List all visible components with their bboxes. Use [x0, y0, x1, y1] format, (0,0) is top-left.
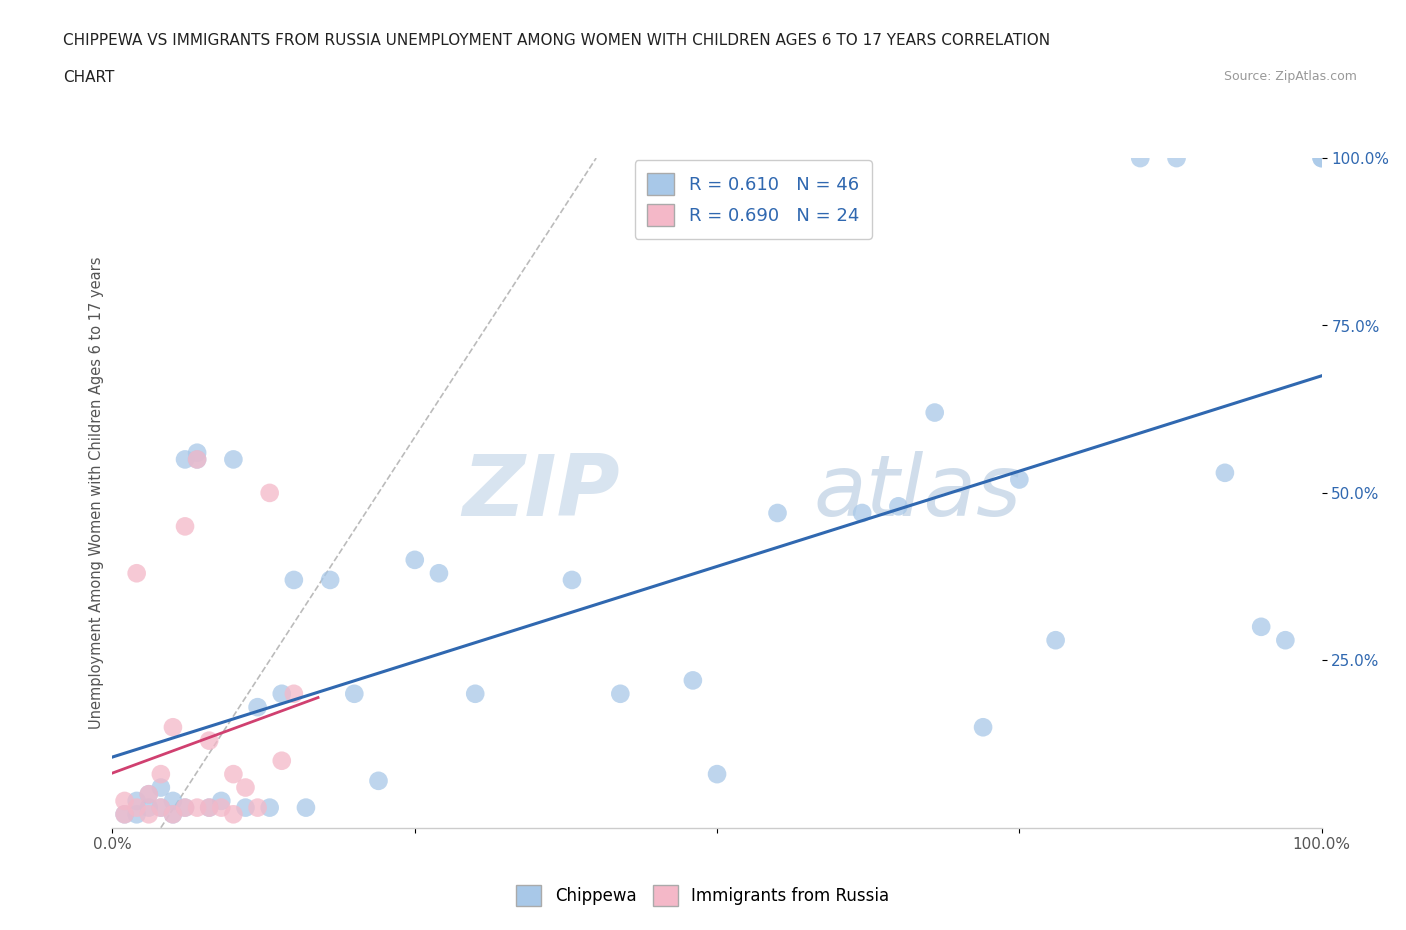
Point [209, 800, 232, 815]
Point [235, 800, 257, 815]
Point [186, 452, 208, 467]
Point [924, 405, 946, 420]
Point [198, 800, 221, 815]
Point [198, 800, 221, 815]
Point [149, 780, 172, 795]
Point [138, 807, 160, 822]
Point [246, 699, 269, 714]
Point [319, 573, 342, 588]
Point [138, 787, 160, 802]
Point [114, 807, 136, 822]
Point [1166, 151, 1188, 166]
Point [270, 686, 292, 701]
Point [259, 485, 281, 500]
Point [427, 565, 450, 580]
Text: ZIP: ZIP [463, 451, 620, 535]
Point [174, 800, 197, 815]
Point [138, 800, 160, 815]
Point [1045, 632, 1067, 647]
Point [125, 565, 148, 580]
Point [1274, 632, 1296, 647]
Point [887, 498, 910, 513]
Point [125, 793, 148, 808]
Point [283, 573, 305, 588]
Point [1129, 151, 1152, 166]
Point [222, 807, 245, 822]
Point [343, 686, 366, 701]
Point [851, 506, 873, 521]
Point [295, 800, 318, 815]
Point [609, 686, 631, 701]
Point [162, 807, 184, 822]
Legend: R = 0.610   N = 46, R = 0.690   N = 24: R = 0.610 N = 46, R = 0.690 N = 24 [634, 161, 872, 239]
Legend: Chippewa, Immigrants from Russia: Chippewa, Immigrants from Russia [510, 879, 896, 912]
Point [174, 800, 197, 815]
Point [174, 452, 197, 467]
Point [766, 506, 789, 521]
Point [246, 800, 269, 815]
Point [404, 552, 426, 567]
Point [209, 793, 232, 808]
Point [149, 800, 172, 815]
Point [1250, 619, 1272, 634]
Point [259, 800, 281, 815]
Point [174, 519, 197, 534]
Point [561, 573, 583, 588]
Point [186, 452, 208, 467]
Y-axis label: Unemployment Among Women with Children Ages 6 to 17 years: Unemployment Among Women with Children A… [89, 257, 104, 729]
Text: CHIPPEWA VS IMMIGRANTS FROM RUSSIA UNEMPLOYMENT AMONG WOMEN WITH CHILDREN AGES 6: CHIPPEWA VS IMMIGRANTS FROM RUSSIA UNEMP… [63, 33, 1050, 47]
Point [125, 807, 148, 822]
Point [162, 807, 184, 822]
Point [222, 766, 245, 781]
Point [149, 800, 172, 815]
Point [114, 807, 136, 822]
Point [1008, 472, 1031, 487]
Point [125, 800, 148, 815]
Point [186, 800, 208, 815]
Point [1310, 151, 1333, 166]
Point [186, 445, 208, 460]
Point [270, 753, 292, 768]
Text: atlas: atlas [814, 451, 1022, 535]
Text: Source: ZipAtlas.com: Source: ZipAtlas.com [1223, 70, 1357, 83]
Point [114, 793, 136, 808]
Point [706, 766, 728, 781]
Point [464, 686, 486, 701]
Point [367, 774, 389, 789]
Point [162, 793, 184, 808]
Point [222, 452, 245, 467]
Point [149, 766, 172, 781]
Point [1310, 151, 1333, 166]
Point [972, 720, 994, 735]
Point [682, 673, 704, 688]
Point [162, 720, 184, 735]
Point [198, 733, 221, 748]
Point [1213, 465, 1236, 480]
Point [283, 686, 305, 701]
Point [235, 780, 257, 795]
Point [138, 787, 160, 802]
Text: CHART: CHART [63, 70, 115, 85]
